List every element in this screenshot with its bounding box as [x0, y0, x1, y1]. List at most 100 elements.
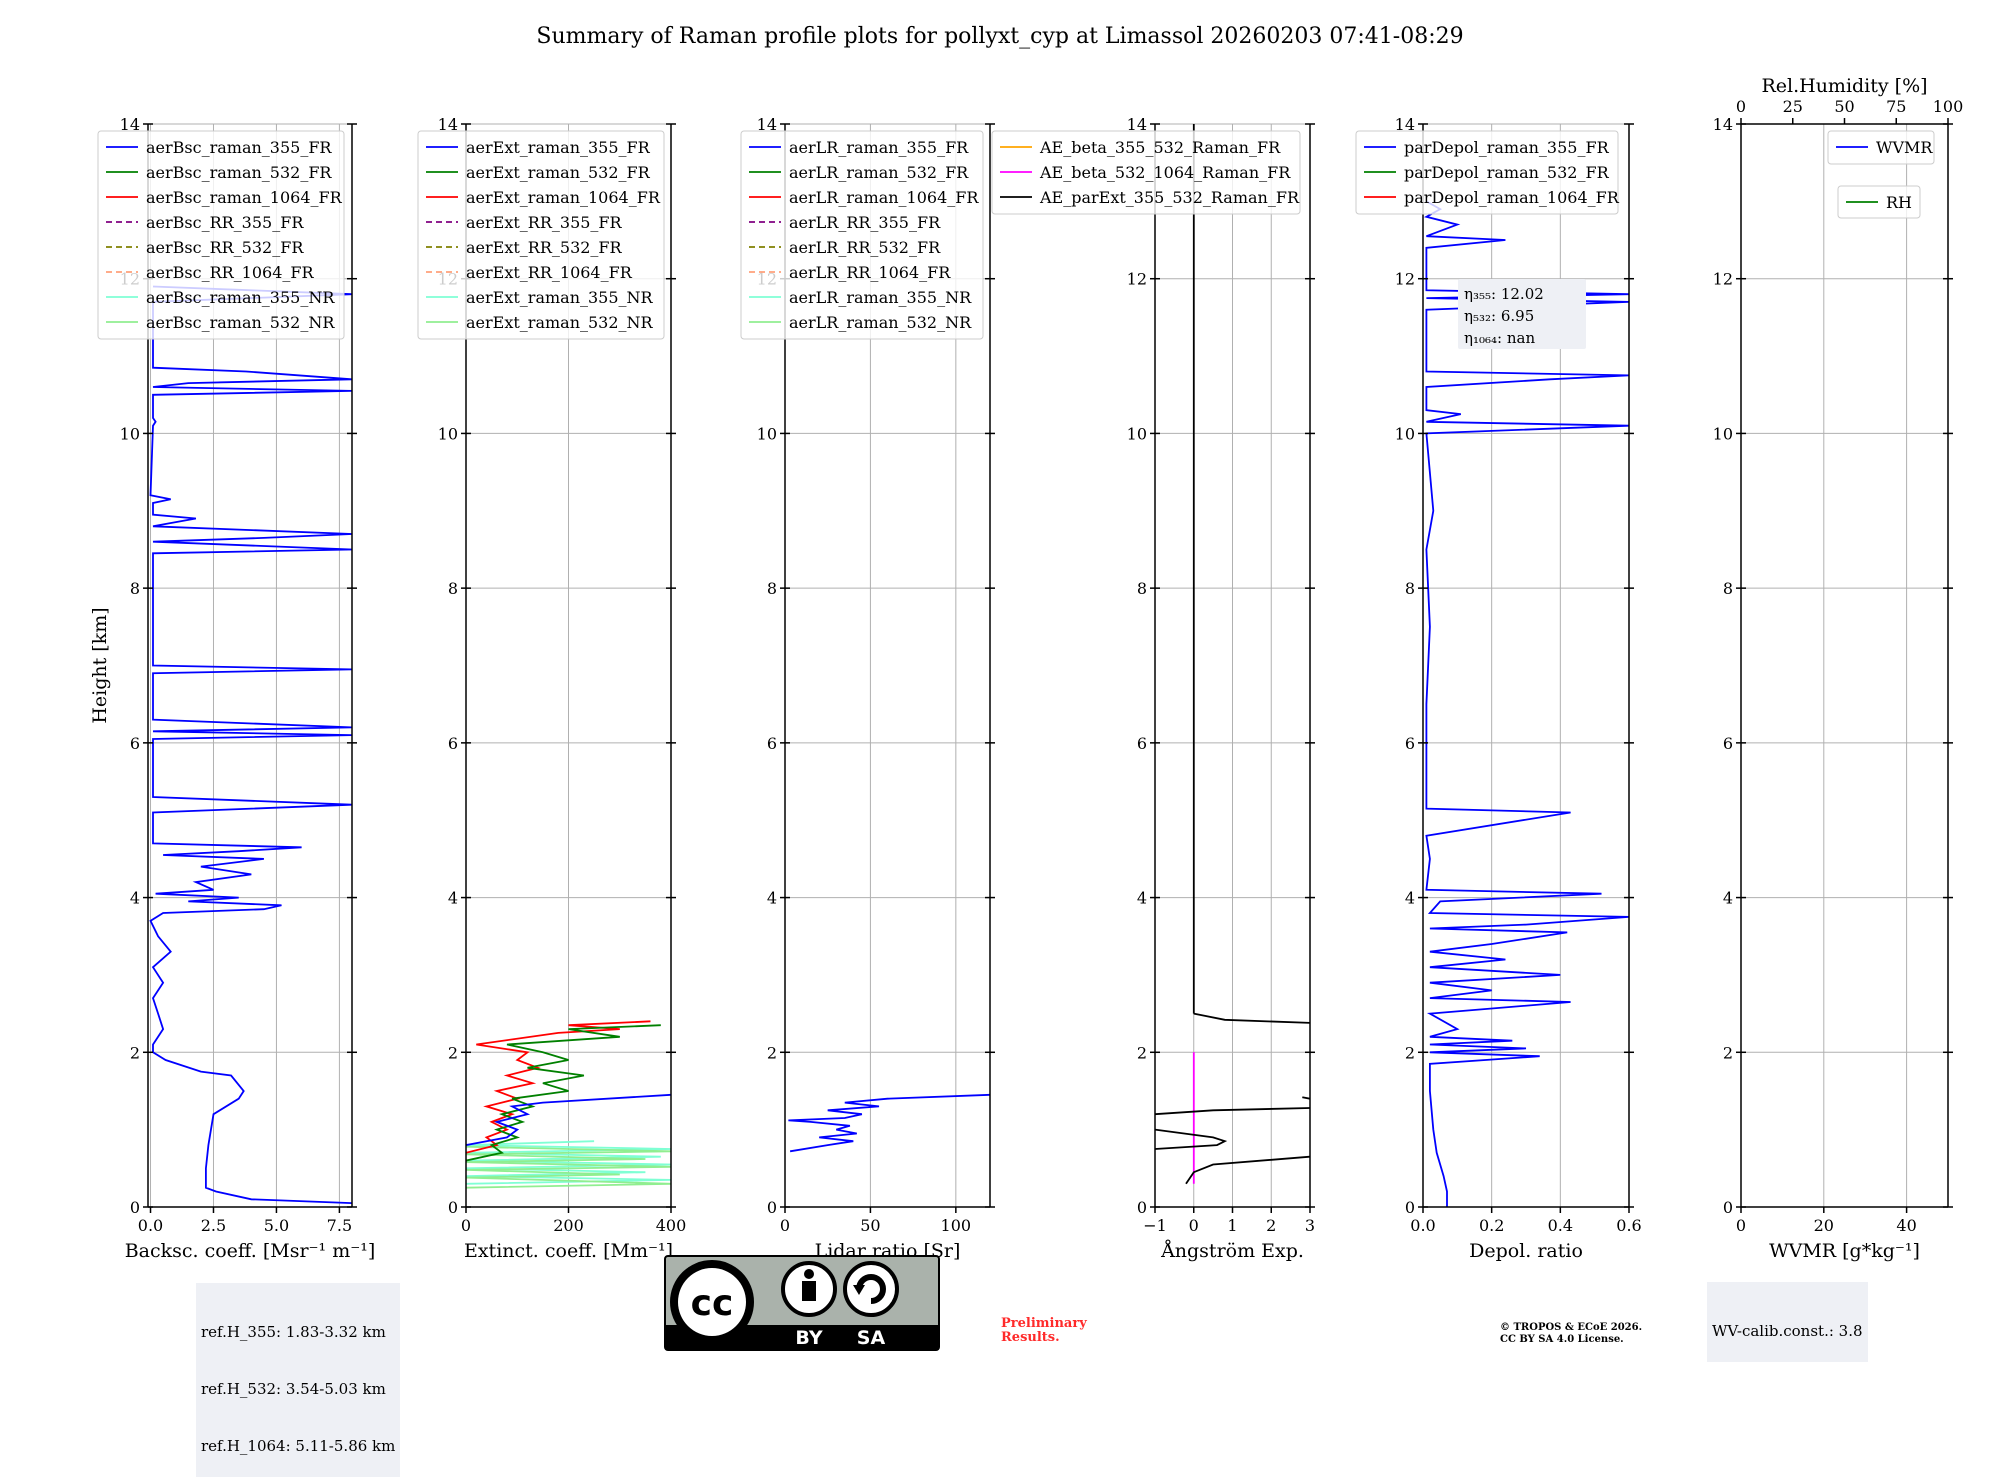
- figure-title: Summary of Raman profile plots for polly…: [536, 24, 1463, 49]
- y-tick-label: 4: [448, 889, 458, 908]
- legend-label: aerExt_raman_532_FR: [466, 163, 651, 182]
- wv-calib-text: WV-calib.const.: 3.8: [1712, 1322, 1863, 1340]
- top-x-tick-label: 25: [1783, 97, 1803, 116]
- legend-label: aerLR_raman_532_FR: [789, 163, 969, 182]
- legend-label: aerExt_raman_532_NR: [466, 313, 654, 332]
- series-line-aerBsc_raman_355_FR: [149, 285, 352, 1204]
- x-tick-label: 20: [1814, 1216, 1834, 1235]
- y-tick-label: 6: [1405, 734, 1415, 753]
- legend-label: aerExt_RR_355_FR: [466, 213, 623, 232]
- legend: aerBsc_raman_355_FR aerBsc_raman_532_FRae…: [97, 130, 345, 340]
- legend-label: WVMR: [1876, 138, 1933, 157]
- legend-label: aerBsc_raman_532_NR: [146, 313, 335, 332]
- eta-annotation-box: [1458, 279, 1586, 349]
- y-tick-label: 6: [448, 734, 458, 753]
- sa-icon: [843, 1261, 899, 1317]
- y-tick-label: 10: [757, 424, 777, 443]
- x-axis-label: Ångström Exp.: [1160, 1240, 1304, 1262]
- y-tick-label: 12: [1713, 270, 1733, 289]
- y-tick-label: 0: [767, 1198, 777, 1217]
- x-tick-label: 40: [1896, 1216, 1916, 1235]
- x-tick-label: 0: [461, 1216, 471, 1235]
- x-tick-label: 0.0: [138, 1216, 163, 1235]
- x-tick-label: 400: [656, 1216, 687, 1235]
- series-line-AE_parExt_355_532_Raman_FR: [1155, 1107, 1310, 1116]
- copyright-line-1: © TROPOS & ECoE 2026.: [1500, 1322, 1643, 1333]
- eta-annotation-line: η₃₅₅: 12.02: [1464, 285, 1544, 303]
- x-axis-label: WVMR [g*kg⁻¹]: [1769, 1240, 1920, 1262]
- x-tick-label: 200: [553, 1216, 584, 1235]
- legend-label: aerLR_RR_355_FR: [789, 213, 941, 232]
- legend: aerExt_raman_355_FR aerExt_raman_532_FRae…: [417, 130, 665, 340]
- x-tick-label: 5.0: [264, 1216, 289, 1235]
- x-tick-label: 2: [1266, 1216, 1276, 1235]
- y-tick-label: 2: [1137, 1043, 1147, 1062]
- x-tick-label: 3: [1305, 1216, 1315, 1235]
- legend-label: aerBsc_raman_355_FR: [146, 138, 332, 157]
- legend-label: parDepol_raman_1064_FR: [1404, 188, 1620, 207]
- eta-annotation-line: η₅₃₂: 6.95: [1464, 307, 1534, 325]
- y-tick-label: 4: [1723, 889, 1733, 908]
- legend-label: AE_beta_532_1064_Raman_FR: [1039, 163, 1291, 182]
- y-tick-label: 10: [1713, 424, 1733, 443]
- series-line-aerExt_raman_355_FR: [466, 1093, 671, 1146]
- legend-label: parDepol_raman_532_FR: [1404, 163, 1610, 182]
- y-tick-label: 8: [1405, 579, 1415, 598]
- preliminary-line-1: Preliminary: [1001, 1316, 1087, 1331]
- legend-label: aerBsc_RR_355_FR: [146, 213, 304, 232]
- x-tick-label: 0.6: [1616, 1216, 1641, 1235]
- y-tick-label: 14: [1395, 115, 1415, 134]
- legend-label: aerLR_RR_1064_FR: [789, 263, 951, 282]
- series-line-AE_parExt_355_532_Raman_FR: [1155, 1128, 1228, 1150]
- y-tick-label: 14: [1713, 115, 1733, 134]
- legend-label: AE_parExt_355_532_Raman_FR: [1039, 188, 1300, 207]
- legend-frame: [417, 130, 665, 340]
- y-tick-label: 10: [1127, 424, 1147, 443]
- y-tick-label: 2: [448, 1043, 458, 1062]
- x-tick-label: 0: [1189, 1216, 1199, 1235]
- x-tick-label: 1: [1227, 1216, 1237, 1235]
- y-axis-label: Height [km]: [89, 607, 111, 723]
- legend: aerLR_raman_355_FR aerLR_raman_532_FR aerL…: [740, 130, 984, 340]
- cc-text: cc: [691, 1283, 734, 1324]
- top-x-tick-label: 0: [1736, 97, 1746, 116]
- legend-label: aerBsc_raman_1064_FR: [146, 188, 343, 207]
- series-group: [149, 285, 352, 1204]
- figure: Summary of Raman profile plots for polly…: [89, 24, 1964, 1262]
- series-line-aerLR_raman_355_FR: [788, 1093, 990, 1153]
- legend2-label: RH: [1886, 193, 1912, 212]
- legend-frame: [97, 130, 345, 340]
- legend-frame: [1355, 130, 1619, 215]
- legend: WVMR RH: [1827, 130, 1935, 219]
- y-tick-label: 4: [130, 889, 140, 908]
- y-tick-label: 8: [767, 579, 777, 598]
- ref-height-1064: ref.H_1064: 5.11-5.86 km: [201, 1437, 396, 1455]
- x-tick-label: 50: [860, 1216, 880, 1235]
- x-axis-label: Extinct. coeff. [Mm⁻¹]: [464, 1240, 673, 1262]
- cc-icon: [678, 1268, 746, 1336]
- x-tick-label: 2.5: [201, 1216, 226, 1235]
- legend-label: aerLR_raman_1064_FR: [789, 188, 979, 207]
- series-line-aerExt_raman_1064_FR: [466, 1020, 651, 1154]
- x-tick-label: 100: [941, 1216, 972, 1235]
- wv-calib-box: WV-calib.const.: 3.8: [1707, 1282, 1868, 1362]
- top-x-axis-label: Rel.Humidity [%]: [1761, 75, 1927, 97]
- x-tick-label: 0.2: [1479, 1216, 1504, 1235]
- y-tick-label: 14: [1127, 115, 1147, 134]
- preliminary-note: Preliminary Results.: [1001, 1317, 1087, 1345]
- ref-height-355: ref.H_355: 1.83-3.32 km: [201, 1323, 386, 1341]
- legend-label: aerExt_raman_355_NR: [466, 288, 654, 307]
- y-tick-label: 0: [1723, 1198, 1733, 1217]
- legend-label: aerBsc_RR_532_FR: [146, 238, 304, 257]
- y-tick-label: 10: [1395, 424, 1415, 443]
- series-line-AE_parExt_355_532_Raman_FR: [1185, 1155, 1310, 1185]
- legend-label: aerBsc_raman_532_FR: [146, 163, 332, 182]
- y-tick-label: 14: [438, 115, 458, 134]
- legend: parDepol_raman_355_FR parDepol_raman_532_…: [1355, 130, 1620, 215]
- y-tick-label: 10: [120, 424, 140, 443]
- series-line-aerExt_raman_532_NR: [466, 1145, 671, 1189]
- legend-label: aerLR_raman_355_NR: [789, 288, 972, 307]
- y-tick-label: 12: [1395, 270, 1415, 289]
- legend: AE_beta_355_532_Raman_FR AE_beta_532_1064…: [991, 130, 1301, 215]
